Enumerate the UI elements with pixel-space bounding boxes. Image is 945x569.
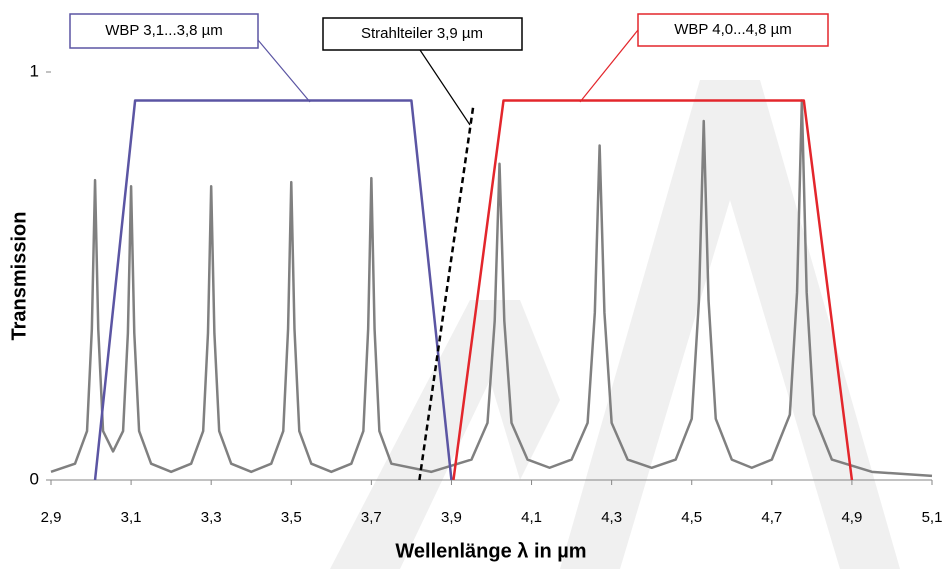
x-tick-label: 2,9 (41, 509, 62, 526)
x-tick-label: 3,7 (361, 509, 382, 526)
annotations: WBP 3,1...3,8 µm Strahlteiler 3,9 µm WBP… (69, 13, 829, 126)
annotation: WBP 4,0...4,8 µm (674, 21, 792, 38)
x-tick-label: 4,9 (841, 509, 862, 526)
annotation: WBP 3,1...3,8 µm (105, 22, 223, 39)
y-tick-label: 1 (30, 61, 39, 80)
x-tick-label: 5,1 (922, 509, 943, 526)
series-line (418, 104, 475, 481)
series-line (93, 99, 453, 481)
annotation-box (69, 13, 259, 49)
x-tick-label: 4,5 (681, 509, 702, 526)
leader-line (419, 49, 471, 126)
y-tick-label: 0 (30, 469, 39, 488)
watermark (330, 80, 900, 569)
x-tick-label: 4,3 (601, 509, 622, 526)
leader-line (257, 39, 311, 103)
annotation-box (322, 17, 523, 51)
x-tick-label: 3,9 (441, 509, 462, 526)
annotation-box (637, 13, 829, 47)
leader-line (579, 29, 639, 103)
x-axis-label: Wellenlänge λ in µm (395, 540, 586, 562)
x-tick-label: 3,1 (121, 509, 142, 526)
y-axis-label: Transmission (8, 212, 30, 341)
x-tick-label: 3,5 (281, 509, 302, 526)
x-tick-label: 4,7 (761, 509, 782, 526)
x-tick-label: 3,3 (201, 509, 222, 526)
series-line (452, 99, 854, 481)
series-line (50, 99, 933, 478)
x-tick-label: 4,1 (521, 509, 542, 526)
annotation: Strahlteiler 3,9 µm (361, 25, 483, 42)
